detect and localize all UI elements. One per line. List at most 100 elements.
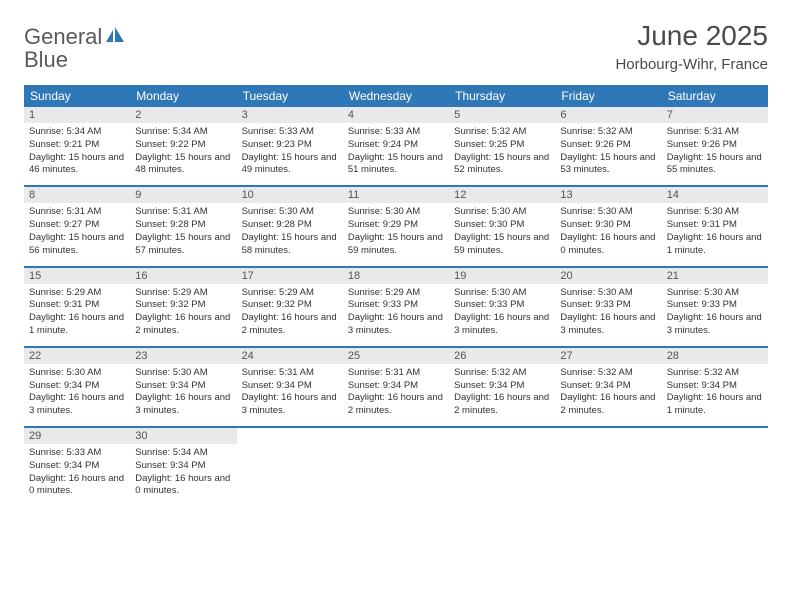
- day-cell: 9Sunrise: 5:31 AMSunset: 9:28 PMDaylight…: [130, 186, 236, 266]
- calendar-table: Sunday Monday Tuesday Wednesday Thursday…: [24, 85, 768, 506]
- week-row: 8Sunrise: 5:31 AMSunset: 9:27 PMDaylight…: [24, 186, 768, 266]
- day-cell: 12Sunrise: 5:30 AMSunset: 9:30 PMDayligh…: [449, 186, 555, 266]
- day-details: Sunrise: 5:30 AMSunset: 9:29 PMDaylight:…: [343, 203, 449, 265]
- day-cell: 27Sunrise: 5:32 AMSunset: 9:34 PMDayligh…: [555, 347, 661, 427]
- day-cell: 17Sunrise: 5:29 AMSunset: 9:32 PMDayligh…: [237, 267, 343, 347]
- day-cell: 7Sunrise: 5:31 AMSunset: 9:26 PMDaylight…: [662, 107, 768, 186]
- day-number: 9: [130, 187, 236, 203]
- day-details: Sunrise: 5:30 AMSunset: 9:34 PMDaylight:…: [130, 364, 236, 426]
- day-cell: [555, 427, 661, 506]
- day-cell: 11Sunrise: 5:30 AMSunset: 9:29 PMDayligh…: [343, 186, 449, 266]
- day-cell: 10Sunrise: 5:30 AMSunset: 9:28 PMDayligh…: [237, 186, 343, 266]
- day-cell: 4Sunrise: 5:33 AMSunset: 9:24 PMDaylight…: [343, 107, 449, 186]
- day-details: Sunrise: 5:34 AMSunset: 9:34 PMDaylight:…: [130, 444, 236, 506]
- day-number: 2: [130, 107, 236, 123]
- day-number: 6: [555, 107, 661, 123]
- day-cell: 29Sunrise: 5:33 AMSunset: 9:34 PMDayligh…: [24, 427, 130, 506]
- day-cell: [449, 427, 555, 506]
- day-number: 15: [24, 268, 130, 284]
- day-details: Sunrise: 5:32 AMSunset: 9:26 PMDaylight:…: [555, 123, 661, 185]
- day-details: Sunrise: 5:33 AMSunset: 9:34 PMDaylight:…: [24, 444, 130, 506]
- day-cell: 30Sunrise: 5:34 AMSunset: 9:34 PMDayligh…: [130, 427, 236, 506]
- calendar-page: General Blue June 2025 Horbourg-Wihr, Fr…: [0, 0, 792, 526]
- day-number: 8: [24, 187, 130, 203]
- day-number: 19: [449, 268, 555, 284]
- day-cell: 25Sunrise: 5:31 AMSunset: 9:34 PMDayligh…: [343, 347, 449, 427]
- col-saturday: Saturday: [662, 85, 768, 107]
- day-cell: 28Sunrise: 5:32 AMSunset: 9:34 PMDayligh…: [662, 347, 768, 427]
- day-number: 17: [237, 268, 343, 284]
- day-details: Sunrise: 5:31 AMSunset: 9:34 PMDaylight:…: [237, 364, 343, 426]
- week-row: 29Sunrise: 5:33 AMSunset: 9:34 PMDayligh…: [24, 427, 768, 506]
- logo-word1: General: [24, 24, 102, 49]
- day-number: 10: [237, 187, 343, 203]
- page-title: June 2025: [615, 20, 768, 52]
- day-number: 28: [662, 348, 768, 364]
- page-header: General Blue June 2025 Horbourg-Wihr, Fr…: [24, 20, 768, 73]
- day-number: 11: [343, 187, 449, 203]
- day-cell: 19Sunrise: 5:30 AMSunset: 9:33 PMDayligh…: [449, 267, 555, 347]
- day-details: Sunrise: 5:30 AMSunset: 9:30 PMDaylight:…: [449, 203, 555, 265]
- day-number: 24: [237, 348, 343, 364]
- day-cell: 21Sunrise: 5:30 AMSunset: 9:33 PMDayligh…: [662, 267, 768, 347]
- day-details: Sunrise: 5:29 AMSunset: 9:31 PMDaylight:…: [24, 284, 130, 346]
- day-number: 26: [449, 348, 555, 364]
- day-cell: [237, 427, 343, 506]
- day-details: Sunrise: 5:29 AMSunset: 9:33 PMDaylight:…: [343, 284, 449, 346]
- week-row: 1Sunrise: 5:34 AMSunset: 9:21 PMDaylight…: [24, 107, 768, 186]
- day-number: 1: [24, 107, 130, 123]
- day-details: Sunrise: 5:31 AMSunset: 9:26 PMDaylight:…: [662, 123, 768, 185]
- day-cell: 6Sunrise: 5:32 AMSunset: 9:26 PMDaylight…: [555, 107, 661, 186]
- day-details: Sunrise: 5:30 AMSunset: 9:34 PMDaylight:…: [24, 364, 130, 426]
- day-details: Sunrise: 5:33 AMSunset: 9:23 PMDaylight:…: [237, 123, 343, 185]
- day-cell: 3Sunrise: 5:33 AMSunset: 9:23 PMDaylight…: [237, 107, 343, 186]
- col-monday: Monday: [130, 85, 236, 107]
- day-number: 23: [130, 348, 236, 364]
- day-cell: [662, 427, 768, 506]
- sails-icon: [104, 26, 126, 44]
- day-number: 21: [662, 268, 768, 284]
- day-cell: [343, 427, 449, 506]
- day-number: 7: [662, 107, 768, 123]
- day-details: Sunrise: 5:30 AMSunset: 9:31 PMDaylight:…: [662, 203, 768, 265]
- day-number: 25: [343, 348, 449, 364]
- col-sunday: Sunday: [24, 85, 130, 107]
- day-cell: 22Sunrise: 5:30 AMSunset: 9:34 PMDayligh…: [24, 347, 130, 427]
- day-details: Sunrise: 5:32 AMSunset: 9:34 PMDaylight:…: [555, 364, 661, 426]
- day-cell: 15Sunrise: 5:29 AMSunset: 9:31 PMDayligh…: [24, 267, 130, 347]
- day-cell: 18Sunrise: 5:29 AMSunset: 9:33 PMDayligh…: [343, 267, 449, 347]
- day-number: 12: [449, 187, 555, 203]
- day-details: Sunrise: 5:31 AMSunset: 9:34 PMDaylight:…: [343, 364, 449, 426]
- day-details: Sunrise: 5:34 AMSunset: 9:22 PMDaylight:…: [130, 123, 236, 185]
- day-number: 30: [130, 428, 236, 444]
- day-cell: 24Sunrise: 5:31 AMSunset: 9:34 PMDayligh…: [237, 347, 343, 427]
- day-number: 18: [343, 268, 449, 284]
- day-number: 27: [555, 348, 661, 364]
- day-cell: 26Sunrise: 5:32 AMSunset: 9:34 PMDayligh…: [449, 347, 555, 427]
- day-details: Sunrise: 5:30 AMSunset: 9:28 PMDaylight:…: [237, 203, 343, 265]
- day-number: 5: [449, 107, 555, 123]
- day-cell: 20Sunrise: 5:30 AMSunset: 9:33 PMDayligh…: [555, 267, 661, 347]
- col-thursday: Thursday: [449, 85, 555, 107]
- day-details: Sunrise: 5:30 AMSunset: 9:30 PMDaylight:…: [555, 203, 661, 265]
- day-details: Sunrise: 5:31 AMSunset: 9:27 PMDaylight:…: [24, 203, 130, 265]
- day-cell: 16Sunrise: 5:29 AMSunset: 9:32 PMDayligh…: [130, 267, 236, 347]
- day-number: 4: [343, 107, 449, 123]
- day-details: Sunrise: 5:33 AMSunset: 9:24 PMDaylight:…: [343, 123, 449, 185]
- day-number: 14: [662, 187, 768, 203]
- logo-word2: Blue: [24, 47, 68, 72]
- day-cell: 14Sunrise: 5:30 AMSunset: 9:31 PMDayligh…: [662, 186, 768, 266]
- day-cell: 2Sunrise: 5:34 AMSunset: 9:22 PMDaylight…: [130, 107, 236, 186]
- col-tuesday: Tuesday: [237, 85, 343, 107]
- day-number: 20: [555, 268, 661, 284]
- col-wednesday: Wednesday: [343, 85, 449, 107]
- day-number: 16: [130, 268, 236, 284]
- title-block: June 2025 Horbourg-Wihr, France: [615, 20, 768, 73]
- logo-text: General Blue: [24, 26, 126, 72]
- day-details: Sunrise: 5:30 AMSunset: 9:33 PMDaylight:…: [555, 284, 661, 346]
- week-row: 15Sunrise: 5:29 AMSunset: 9:31 PMDayligh…: [24, 267, 768, 347]
- day-details: Sunrise: 5:32 AMSunset: 9:25 PMDaylight:…: [449, 123, 555, 185]
- day-details: Sunrise: 5:29 AMSunset: 9:32 PMDaylight:…: [237, 284, 343, 346]
- location-label: Horbourg-Wihr, France: [615, 56, 768, 73]
- day-header-row: Sunday Monday Tuesday Wednesday Thursday…: [24, 85, 768, 107]
